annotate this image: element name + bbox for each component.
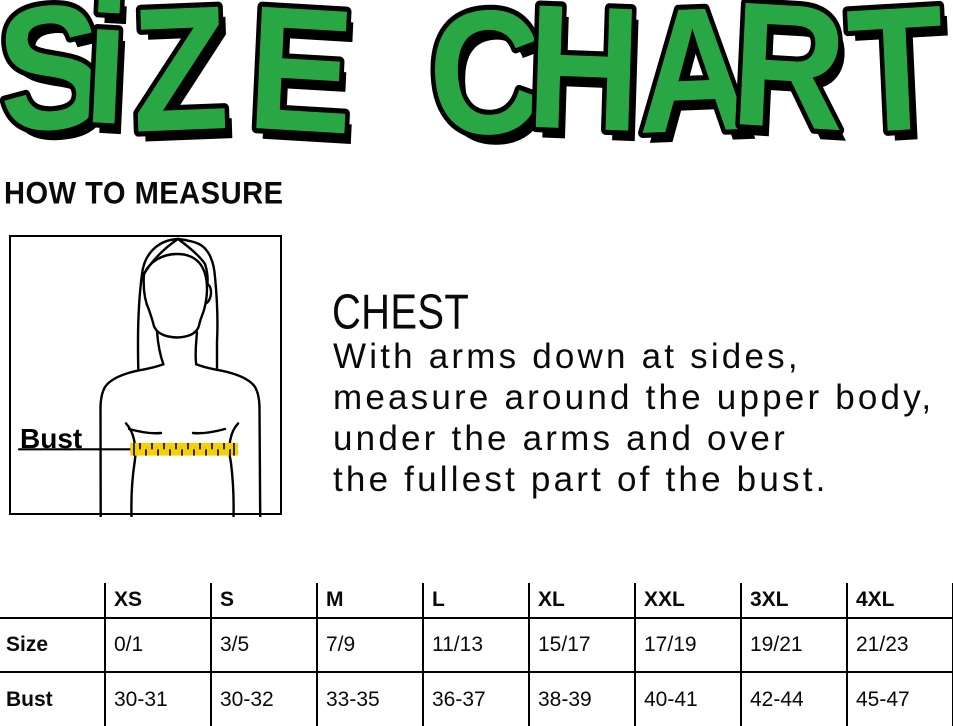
svg-text:H: H: [524, 0, 644, 148]
svg-text:Bust: Bust: [20, 423, 82, 454]
svg-text:Z: Z: [129, 0, 231, 148]
svg-text:i: i: [80, 0, 133, 148]
svg-text:T: T: [844, 0, 949, 148]
svg-text:R: R: [728, 0, 851, 148]
svg-text:E: E: [244, 0, 358, 148]
